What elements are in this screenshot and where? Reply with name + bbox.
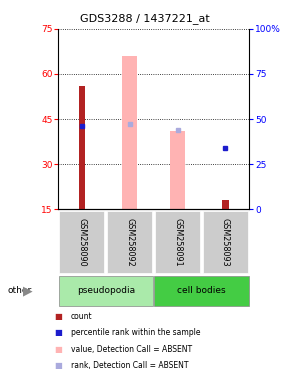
Text: ■: ■ bbox=[54, 361, 62, 370]
Bar bbox=[79, 86, 85, 209]
Text: GSM258090: GSM258090 bbox=[77, 218, 86, 266]
Text: cell bodies: cell bodies bbox=[177, 286, 226, 295]
Text: GSM258091: GSM258091 bbox=[173, 218, 182, 266]
Text: ■: ■ bbox=[54, 344, 62, 354]
Text: GSM258093: GSM258093 bbox=[221, 218, 230, 266]
Text: count: count bbox=[71, 312, 93, 321]
Text: ■: ■ bbox=[54, 312, 62, 321]
Text: ▶: ▶ bbox=[23, 285, 32, 297]
Text: GSM258092: GSM258092 bbox=[125, 218, 134, 266]
Text: other: other bbox=[7, 286, 32, 295]
Text: pseudopodia: pseudopodia bbox=[77, 286, 135, 295]
Text: GDS3288 / 1437221_at: GDS3288 / 1437221_at bbox=[80, 13, 210, 24]
Text: percentile rank within the sample: percentile rank within the sample bbox=[71, 328, 201, 338]
Text: value, Detection Call = ABSENT: value, Detection Call = ABSENT bbox=[71, 344, 192, 354]
Bar bbox=[222, 200, 229, 209]
Bar bbox=[170, 131, 185, 209]
Text: rank, Detection Call = ABSENT: rank, Detection Call = ABSENT bbox=[71, 361, 188, 370]
Text: ■: ■ bbox=[54, 328, 62, 338]
Bar bbox=[122, 56, 137, 209]
